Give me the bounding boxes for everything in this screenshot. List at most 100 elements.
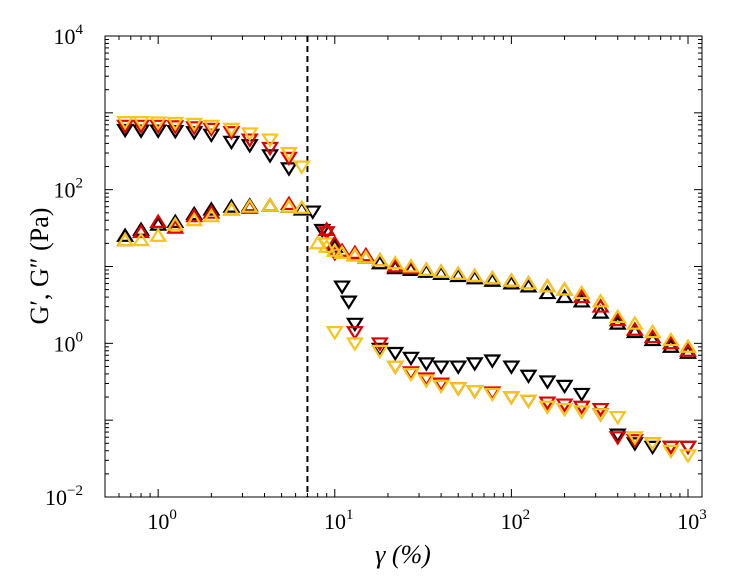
data-point — [166, 219, 185, 234]
data-point — [222, 126, 241, 141]
data-point — [149, 124, 168, 139]
data-point — [661, 440, 680, 456]
y-tick-label: 100 — [54, 329, 84, 356]
data-point — [202, 201, 221, 216]
y-tick-label: 102 — [54, 176, 84, 203]
data-point — [185, 117, 204, 133]
data-point — [386, 258, 405, 273]
series-g-black — [116, 197, 697, 359]
data-point — [202, 207, 221, 223]
data-point — [519, 394, 538, 409]
data-point — [166, 216, 185, 231]
data-point — [116, 119, 135, 135]
data-point — [149, 213, 168, 228]
data-point — [370, 337, 389, 352]
x-tick-label: 103 — [677, 507, 707, 534]
data-point — [202, 128, 221, 144]
series-g-black-high-strain- — [370, 342, 697, 456]
data-point — [679, 449, 697, 464]
data-point — [185, 211, 204, 227]
data-point — [538, 278, 557, 293]
data-point — [608, 431, 627, 446]
data-point — [325, 326, 344, 341]
data-point — [483, 354, 502, 369]
data-point — [116, 227, 135, 242]
data-point — [465, 384, 484, 400]
data-point — [555, 288, 574, 304]
data-point — [483, 270, 502, 285]
data-point — [625, 323, 644, 339]
y-tick-label: 104 — [54, 22, 84, 49]
data-point — [333, 280, 352, 295]
data-point — [279, 147, 298, 162]
data-point — [608, 428, 627, 443]
data-point — [625, 437, 644, 452]
data-point — [449, 265, 468, 280]
data-point — [519, 275, 538, 290]
data-point — [386, 360, 405, 375]
data-point — [370, 254, 389, 270]
data-point — [279, 198, 298, 213]
data-point — [608, 410, 627, 426]
data-point — [591, 408, 610, 423]
data-point — [502, 275, 521, 290]
data-point — [345, 326, 364, 341]
data-point — [261, 149, 280, 164]
data-point — [483, 387, 502, 403]
data-point — [149, 119, 168, 135]
data-point — [572, 288, 591, 304]
series-layer — [116, 115, 697, 464]
data-point — [240, 198, 259, 213]
data-point — [185, 207, 204, 223]
data-point — [325, 242, 344, 257]
data-point — [132, 124, 151, 139]
data-point — [679, 338, 697, 353]
data-point — [261, 133, 280, 148]
data-point — [116, 115, 135, 131]
data-point — [432, 360, 451, 375]
data-point — [591, 293, 610, 308]
data-point — [465, 267, 484, 283]
x-tick-label: 102 — [501, 507, 531, 534]
series-g-red — [116, 119, 697, 456]
data-point — [166, 125, 185, 140]
data-point — [279, 195, 298, 211]
data-point — [572, 293, 591, 308]
data-point — [317, 226, 336, 241]
data-point — [292, 199, 311, 214]
x-axis-label: γ (%) — [375, 540, 431, 569]
data-point — [356, 246, 375, 262]
data-point — [538, 375, 557, 390]
data-point — [166, 120, 185, 135]
series-g-yellow — [116, 197, 697, 353]
data-point — [401, 258, 420, 273]
data-point — [132, 119, 151, 135]
data-point — [449, 267, 468, 283]
data-point — [643, 437, 662, 452]
data-point — [345, 317, 364, 333]
tick-labels-layer: 100 101 102 103 10−2 100 102 104 — [45, 22, 707, 534]
data-point — [132, 115, 151, 131]
data-point — [222, 201, 241, 216]
data-point — [502, 391, 521, 406]
data-point — [502, 360, 521, 375]
data-point — [417, 261, 436, 277]
data-point — [555, 398, 574, 413]
data-point — [432, 263, 451, 278]
data-point — [538, 400, 557, 416]
data-point — [572, 284, 591, 300]
data-point — [625, 434, 644, 449]
data-point — [625, 315, 644, 330]
data-point — [538, 396, 557, 411]
data-point — [202, 204, 221, 219]
data-point — [386, 346, 405, 362]
data-point — [149, 227, 168, 242]
data-point — [432, 379, 451, 395]
data-point — [185, 205, 204, 221]
plot-frame — [104, 35, 703, 498]
data-point — [370, 252, 389, 267]
data-point — [345, 244, 364, 259]
data-point — [222, 122, 241, 138]
data-point — [572, 405, 591, 420]
